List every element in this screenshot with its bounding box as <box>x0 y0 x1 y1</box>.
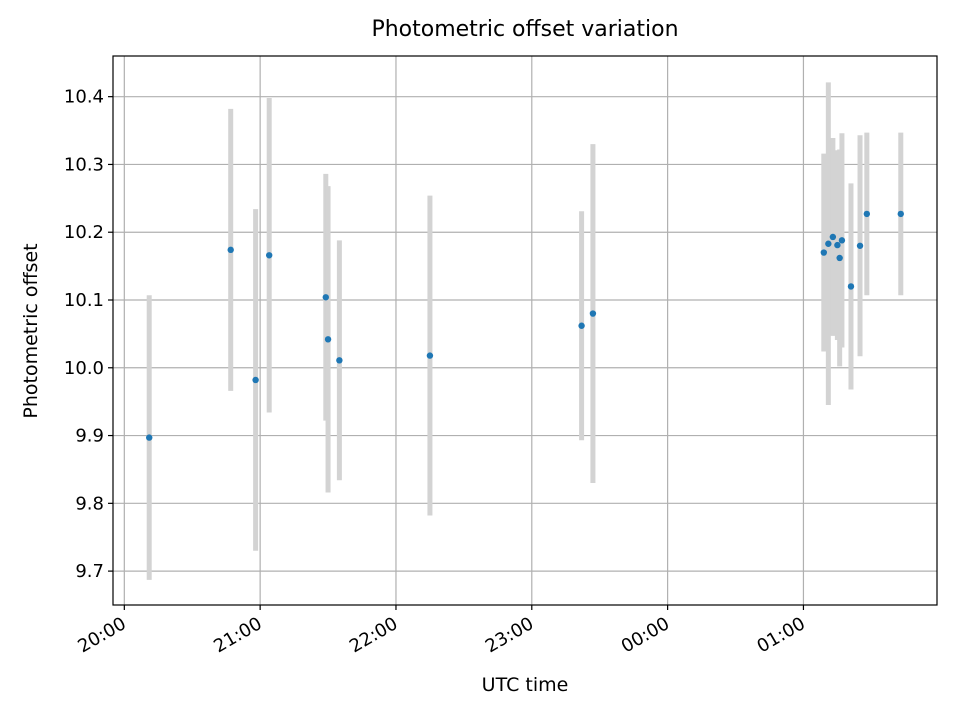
data-point <box>897 210 904 218</box>
data-point <box>227 246 234 254</box>
data-point <box>426 352 434 359</box>
data-point <box>589 310 597 317</box>
error-bars <box>146 82 904 580</box>
data-point <box>829 233 837 241</box>
grid-lines <box>113 56 937 605</box>
data-point <box>863 210 871 218</box>
y-axis-label: Photometric offset <box>20 243 42 418</box>
y-tick-label: 10.1 <box>64 290 104 311</box>
x-tick-label: 23:00 <box>482 613 537 657</box>
data-point <box>252 376 259 384</box>
data-point <box>324 336 332 343</box>
data-point <box>578 322 585 329</box>
y-tick-label: 10.3 <box>64 154 104 175</box>
data-point <box>336 357 343 364</box>
plot-frame <box>112 55 938 606</box>
y-tick-label: 9.7 <box>75 561 104 582</box>
x-axis-label: UTC time <box>482 674 569 696</box>
data-point <box>820 249 828 256</box>
y-tick-label: 10.4 <box>64 87 104 108</box>
data-point <box>847 283 855 290</box>
x-tick-label: 01:00 <box>754 613 809 657</box>
x-tick-label: 00:00 <box>618 613 673 657</box>
y-axis-ticks: 9.7 9.8 9.9 10.0 10.1 10.2 10.3 10.4 <box>64 87 113 582</box>
x-axis-ticks: 20:00 21:00 22:00 23:00 00:00 01:00 <box>74 605 809 657</box>
x-tick-label: 20:00 <box>74 613 129 657</box>
data-point <box>836 254 843 262</box>
data-point <box>265 252 273 259</box>
chart-title: Photometric offset variation <box>371 17 678 42</box>
x-tick-label: 22:00 <box>346 613 401 657</box>
y-tick-label: 9.9 <box>75 426 104 447</box>
data-point <box>825 240 832 247</box>
y-tick-label: 9.8 <box>75 493 104 514</box>
y-tick-label: 10.2 <box>64 222 104 243</box>
data-point <box>834 241 841 249</box>
data-point <box>322 294 329 301</box>
data-points <box>146 210 904 441</box>
data-point <box>856 242 864 249</box>
y-tick-label: 10.0 <box>64 358 104 379</box>
data-point <box>838 237 846 244</box>
data-point <box>146 434 153 441</box>
x-tick-label: 21:00 <box>210 613 265 657</box>
